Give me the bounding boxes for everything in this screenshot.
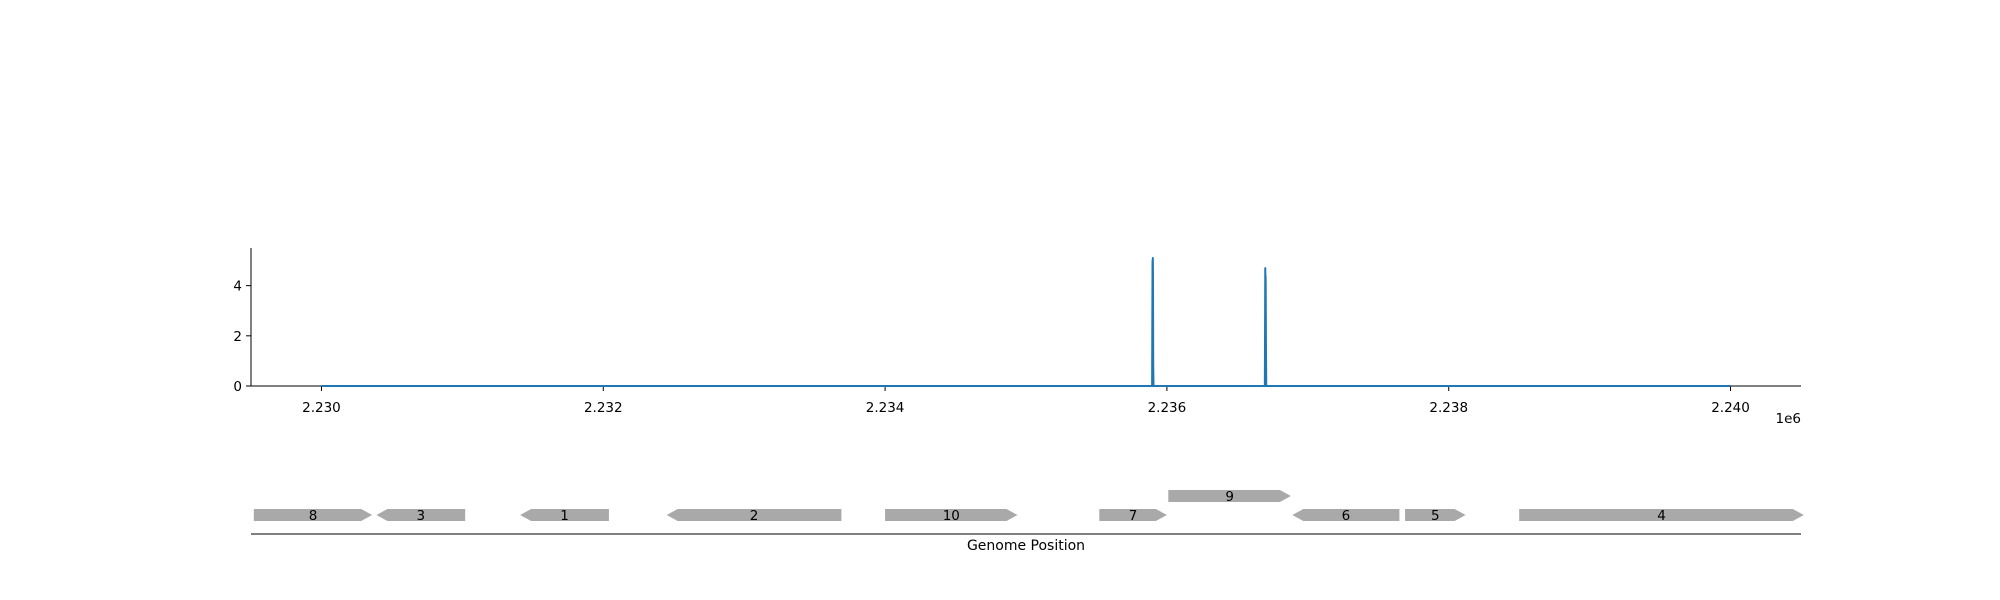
gene-feature-label: 10 bbox=[943, 508, 960, 524]
gene-feature-arrow bbox=[1405, 509, 1466, 521]
y-ticks: 0 2 4 bbox=[233, 279, 251, 395]
gene-feature-label: 7 bbox=[1129, 508, 1138, 524]
y-tick-label: 2 bbox=[233, 329, 242, 345]
x-tick-label: 2.236 bbox=[1148, 400, 1187, 416]
gene-feature-label: 3 bbox=[417, 508, 426, 524]
coverage-plot: 0 2 4 2.230 2.232 2.234 2.236 2.238 2.240 1e6 bbox=[233, 248, 1801, 427]
gene-feature-label: 6 bbox=[1342, 508, 1351, 524]
gene-feature-label: 4 bbox=[1657, 508, 1666, 524]
gene-feature-arrow bbox=[885, 509, 1018, 521]
series-group bbox=[321, 257, 1731, 387]
gene-feature-arrow bbox=[253, 509, 373, 521]
gene-feature-arrow bbox=[1292, 509, 1400, 521]
gene-features: 8 3 1 2 10 7 9 6 5 4 bbox=[253, 489, 1804, 524]
gene-feature-label: 5 bbox=[1431, 508, 1440, 524]
gene-track-xlabel: Genome Position bbox=[967, 538, 1085, 554]
x-tick-label: 2.230 bbox=[302, 400, 341, 416]
gene-track: 8 3 1 2 10 7 9 6 5 4 Genome Position bbox=[251, 489, 1804, 554]
y-tick-label: 4 bbox=[233, 279, 242, 295]
x-tick-label: 2.238 bbox=[1429, 400, 1468, 416]
gene-feature-label: 9 bbox=[1225, 489, 1234, 505]
gene-feature-arrow bbox=[520, 509, 609, 521]
gene-feature-arrow bbox=[666, 509, 842, 521]
gene-feature-arrow bbox=[1099, 509, 1167, 521]
gene-feature-label: 8 bbox=[309, 508, 318, 524]
coverage-series-line bbox=[321, 257, 1731, 387]
gene-feature-arrow bbox=[376, 509, 466, 521]
gene-feature-label: 1 bbox=[560, 508, 569, 524]
gene-feature-arrow bbox=[1168, 490, 1291, 502]
gene-feature-arrow bbox=[1519, 509, 1804, 521]
x-ticks: 2.230 2.232 2.234 2.236 2.238 2.240 bbox=[302, 386, 1750, 416]
x-offset-label: 1e6 bbox=[1776, 411, 1801, 427]
gene-feature-label: 2 bbox=[750, 508, 759, 524]
y-tick-label: 0 bbox=[233, 379, 242, 395]
x-tick-label: 2.234 bbox=[866, 400, 905, 416]
x-tick-label: 2.240 bbox=[1711, 400, 1750, 416]
x-tick-label: 2.232 bbox=[584, 400, 623, 416]
